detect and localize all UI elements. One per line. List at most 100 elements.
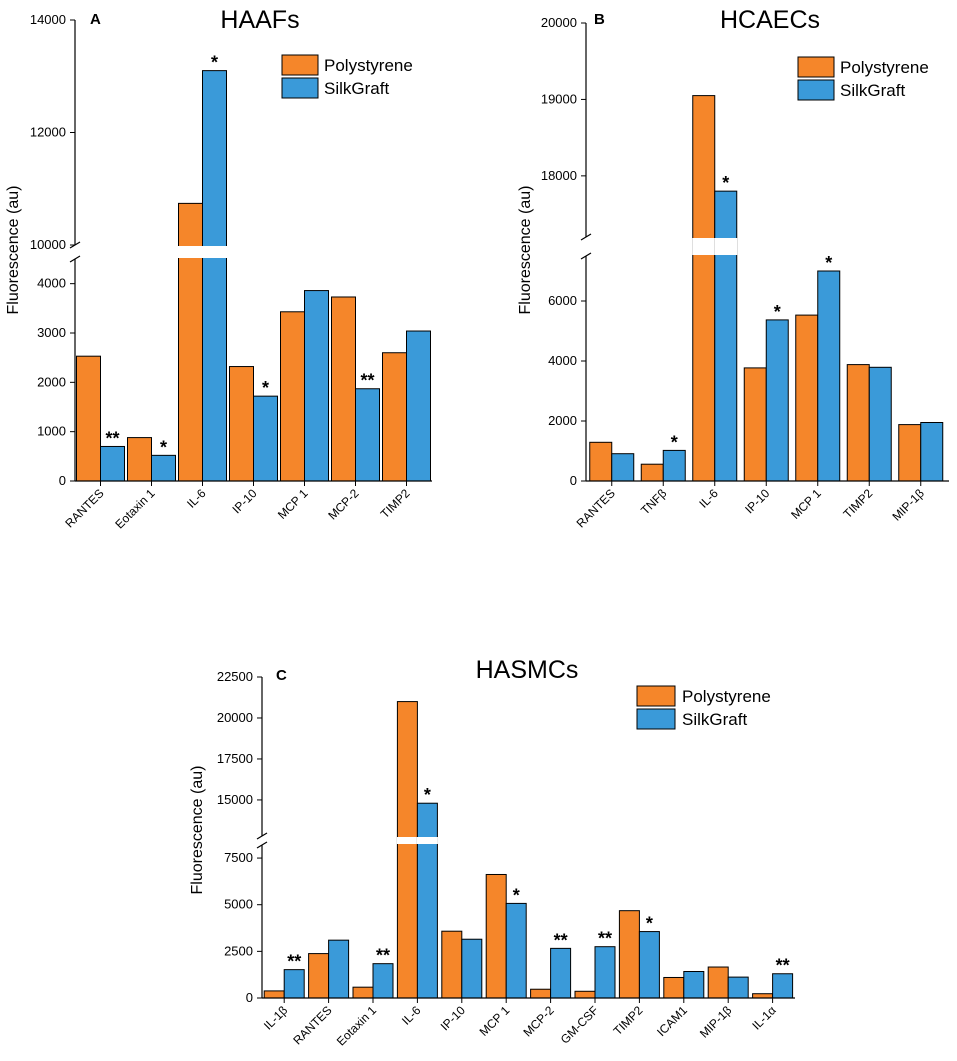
y-tick-label-upper-0: 15000 [217,792,253,807]
y-tick-label-lower-2: 4000 [548,353,577,368]
axis-break-gap-3-1 [416,837,438,844]
x-tick-label-4: MCP 1 [788,486,824,522]
significance-marker-4: * [825,253,832,273]
y-tick-label-upper-3: 22500 [217,669,253,684]
legend-swatch-silkgraft [636,708,676,730]
significance-marker-3: * [424,785,431,805]
bar-silkgraft-2 [202,70,227,482]
bar-silkgraft-5 [868,366,892,482]
bar-polystyrene-9 [663,976,685,999]
y-axis-label-b: Fluorescence (au) [517,186,534,315]
bar-silkgraft-4 [817,270,841,482]
x-tick-label-3: IP-10 [229,486,259,516]
x-tick-label-8: TIMP2 [611,1003,646,1038]
legend-label-silkgraft: SilkGraft [682,710,747,729]
bar-silkgraft-11 [772,973,794,999]
x-tick-label-2: Eotaxin 1 [334,1003,380,1049]
legend-a: Polystyrene SilkGraft [281,54,413,99]
y-tick-label-upper-0: 18000 [541,168,577,183]
legend-label-polystyrene: Polystyrene [840,58,929,77]
axis-break-gap-2-1 [202,246,227,258]
y-axis-break-mark-lower [256,841,268,849]
bar-silkgraft-1 [151,454,176,482]
significance-marker-1: * [671,432,678,452]
bar-silkgraft-3 [416,802,438,999]
panel-a-haafs: A HAAFs Fluorescence (au) Polystyrene Si… [5,6,432,532]
panel-label-c: C [276,667,287,684]
bar-silkgraft-5 [505,902,527,999]
bar-polystyrene-1 [127,437,152,482]
plot-area-b: RANTES * TNFβ * IL-6 * IP-10 * MCP 1 TIMP2 MIP-1β 0… [541,15,949,531]
x-tick-label-0: RANTES [62,486,106,530]
panel-label-b: B [594,11,605,28]
significance-marker-3: * [262,378,269,398]
significance-marker-8: * [646,914,653,934]
significance-marker-2: ** [376,946,390,966]
bar-silkgraft-8 [638,931,660,999]
x-tick-label-2: IL-6 [184,486,209,511]
legend-swatch-silkgraft [797,79,835,101]
x-tick-label-10: MIP-1β [697,1003,734,1040]
y-axis-break-mark-upper [256,832,268,840]
axis-break-gap-2-0 [178,246,203,258]
x-tick-label-0: RANTES [574,486,618,530]
significance-marker-2: * [722,173,729,193]
bar-polystyrene-4 [441,930,463,999]
x-tick-label-6: TIMP2 [378,486,413,521]
x-tick-label-7: GM-CSF [558,1003,601,1046]
bar-silkgraft-7 [594,946,616,999]
bar-polystyrene-1 [640,463,664,482]
y-tick-label-upper-2: 14000 [30,12,66,27]
bar-silkgraft-10 [727,976,749,999]
bar-polystyrene-1 [308,953,330,999]
bar-silkgraft-2 [372,963,394,999]
bar-silkgraft-0 [611,453,635,482]
x-tick-label-4: IP-10 [438,1003,468,1033]
legend-c: Polystyrene SilkGraft [636,685,771,730]
x-tick-label-6: MIP-1β [889,486,926,523]
y-axis-label-c: Fluorescence (au) [189,766,206,895]
bar-polystyrene-0 [76,355,101,482]
y-tick-label-lower-0: 0 [570,473,577,488]
axis-break-gap-2-1 [714,238,738,255]
y-tick-label-lower-0: 0 [59,473,66,488]
bar-polystyrene-11 [752,993,774,999]
significance-marker-7: ** [598,929,612,949]
bar-polystyrene-3 [743,367,767,482]
panel-b-hcaecs: B HCAECs Fluorescence (au) Polystyrene S… [517,6,949,531]
bar-polystyrene-6 [382,352,407,482]
significance-marker-5: ** [360,371,374,391]
axis-break-gap-2-0 [692,238,716,255]
significance-marker-0: ** [287,952,301,972]
significance-marker-11: ** [776,956,790,976]
bar-polystyrene-2 [178,202,203,482]
legend-label-polystyrene: Polystyrene [682,687,771,706]
significance-marker-2: * [211,53,218,73]
y-axis-label-a: Fluorescence (au) [5,186,22,315]
x-tick-label-1: TNFβ [638,486,669,517]
x-tick-label-1: RANTES [290,1003,334,1047]
bar-polystyrene-0 [589,441,613,482]
chart-title-hasmcs: HASMCs [476,656,579,684]
x-tick-label-5: MCP-2 [325,486,362,523]
bar-polystyrene-3 [396,701,418,999]
bar-polystyrene-5 [846,364,870,482]
y-tick-label-upper-2: 20000 [217,710,253,725]
y-tick-label-lower-1: 2500 [224,943,253,958]
x-tick-label-3: IL-6 [399,1003,424,1028]
bar-polystyrene-6 [530,988,552,999]
y-tick-label-lower-3: 3000 [37,325,66,340]
bar-silkgraft-1 [662,449,686,482]
x-tick-label-6: MCP-2 [520,1003,557,1040]
legend-label-silkgraft: SilkGraft [324,79,389,98]
legend-b: Polystyrene SilkGraft [797,56,929,101]
significance-marker-0: ** [105,428,119,448]
bar-polystyrene-8 [618,910,640,999]
bar-silkgraft-3 [765,319,789,482]
significance-marker-5: * [513,885,520,905]
significance-marker-3: * [774,302,781,322]
significance-marker-6: ** [554,930,568,950]
bar-polystyrene-2 [692,95,716,482]
x-tick-label-11: IL-1α [749,1003,778,1032]
bar-polystyrene-4 [280,311,305,482]
